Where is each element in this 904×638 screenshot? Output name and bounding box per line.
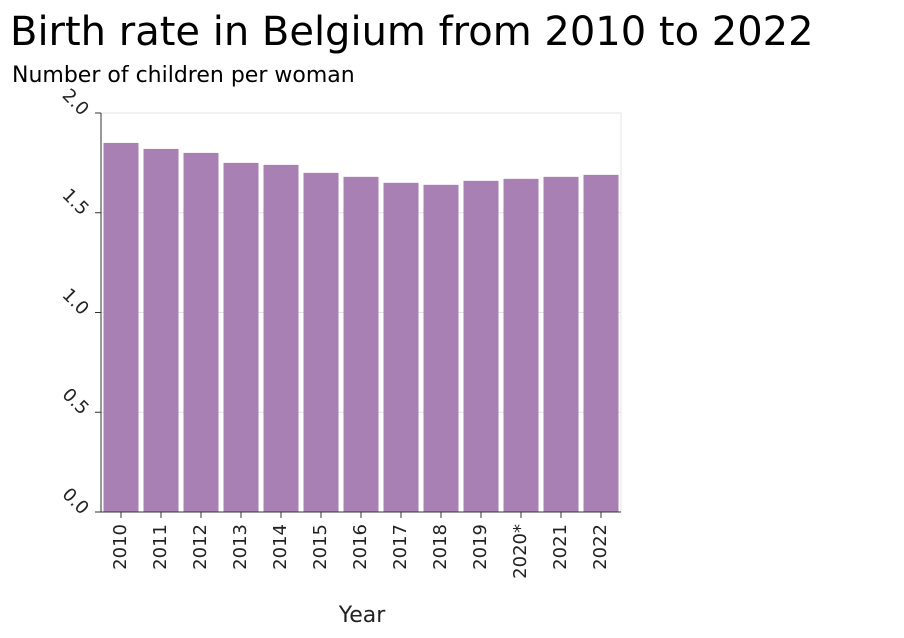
bar bbox=[223, 162, 259, 512]
bar bbox=[103, 142, 139, 513]
x-tick-label: 2011 bbox=[150, 524, 171, 570]
bar bbox=[543, 176, 579, 512]
x-tick-label: 2010 bbox=[110, 524, 131, 570]
x-tick-label: 2015 bbox=[310, 524, 331, 570]
bar bbox=[503, 178, 539, 512]
x-tick-label: 2018 bbox=[430, 524, 451, 570]
bar bbox=[583, 174, 619, 512]
bar bbox=[263, 164, 299, 512]
y-tick-label: 1.5 bbox=[58, 185, 93, 220]
bar bbox=[183, 152, 219, 512]
chart-title: Birth rate in Belgium from 2010 to 2022 bbox=[10, 9, 814, 55]
tick-labels: 0.0 0.5 1.0 1.5 2.0 2010 2011 2012 2013 2014 2015 2… bbox=[58, 85, 611, 579]
y-tick-label: 0.5 bbox=[58, 384, 93, 419]
bar bbox=[343, 176, 379, 512]
x-tick-label: 2022 bbox=[590, 524, 611, 570]
bars bbox=[103, 142, 619, 513]
x-tick-label: 2017 bbox=[390, 524, 411, 570]
bar bbox=[143, 148, 179, 512]
x-tick-label: 2019 bbox=[470, 524, 491, 570]
x-tick-label: 2020* bbox=[510, 524, 531, 579]
axes bbox=[95, 112, 621, 518]
x-tick-label: 2016 bbox=[350, 524, 371, 570]
y-tick-label: 1.0 bbox=[58, 284, 93, 319]
bar bbox=[423, 184, 459, 512]
y-tick-label: 0.0 bbox=[58, 484, 93, 519]
bar bbox=[303, 172, 339, 512]
bar bbox=[383, 182, 419, 512]
x-tick-label: 2012 bbox=[190, 524, 211, 570]
bar bbox=[463, 180, 499, 512]
y-tick-label: 2.0 bbox=[58, 85, 93, 120]
y-axis-label: Number of children per woman bbox=[12, 63, 355, 88]
x-tick-label: 2014 bbox=[270, 524, 291, 570]
x-axis-label: Year bbox=[338, 603, 387, 628]
x-tick-label: 2013 bbox=[230, 524, 251, 570]
x-tick-label: 2021 bbox=[550, 524, 571, 570]
